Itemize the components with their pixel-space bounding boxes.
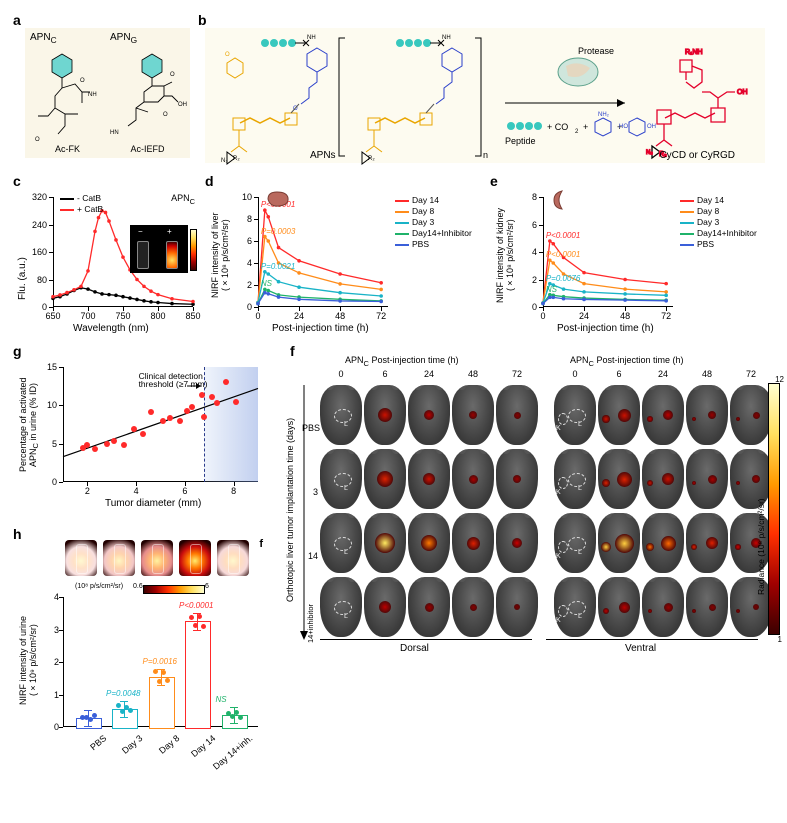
panel-label-a: a: [13, 12, 21, 28]
panel-label-b: b: [198, 12, 207, 28]
svg-text:+: +: [583, 122, 588, 132]
f-colorbar: [768, 383, 780, 635]
svg-text:OH: OH: [737, 89, 748, 96]
panel-e: 024487202468P<0.0001P<0.0001P=0.0076NS N…: [495, 185, 770, 340]
d-ylabel: NIRF intensity of liver(×10⁸ p/s/cm²/sr): [210, 200, 230, 310]
chem-struct-right: HN O OH O: [108, 46, 188, 141]
peptide-label: Peptide: [505, 136, 536, 146]
figure-root: a b c d e f g h APNC APNG O O NH HN O OH…: [10, 10, 777, 813]
svg-text:NH: NH: [442, 35, 451, 41]
svg-text:R₂: R₂: [368, 156, 375, 162]
svg-text:N₃: N₃: [646, 150, 653, 156]
apns-caption: APNs: [310, 150, 336, 161]
svg-text:O: O: [293, 106, 298, 112]
svg-text:n: n: [483, 150, 488, 160]
panel-a-left-title: APNC: [30, 32, 105, 45]
f-cb-min: 1: [778, 635, 782, 644]
h-cb-max: 6: [205, 583, 209, 590]
svg-text:HN: HN: [110, 130, 119, 136]
e-legend: Day 14 Day 8 Day 3 Day14+Inhibitor PBS: [680, 195, 757, 250]
svg-text:HO: HO: [619, 124, 628, 130]
d-legend: Day 14 Day 8 Day 3 Day14+Inhibitor PBS: [395, 195, 472, 250]
svg-text:O: O: [170, 72, 175, 78]
svg-text:+ CO: + CO: [547, 122, 568, 132]
f-row-axis: Orthotopic liver tumor implantation time…: [285, 395, 295, 625]
c-ylabel: Flu. (a.u.): [17, 210, 28, 300]
f-header-right: APNC Post-injection time (h): [570, 355, 683, 368]
svg-text:O: O: [80, 78, 85, 84]
f-cb-max: 12: [775, 375, 784, 384]
product-caption: CyCD or CyRGD: [659, 150, 735, 161]
panel-c: 650700750800850080160240320 Flu. (a.u.) …: [15, 185, 200, 340]
svg-text:O: O: [163, 112, 168, 118]
panel-b-scheme: NH O N₃ R₂ O: [205, 28, 765, 163]
f-ventral: Ventral: [625, 643, 656, 654]
e-xlabel: Post-injection time (h): [557, 323, 654, 334]
c-legend: - CatB + CatB: [60, 193, 103, 215]
d-xlabel: Post-injection time (h): [272, 323, 369, 334]
g-xlabel: Tumor diameter (mm): [105, 498, 201, 509]
panel-g: 2468051015Clinical detectionthreshold (≥…: [15, 355, 275, 520]
f-header-left: APNC Post-injection time (h): [345, 355, 458, 368]
chem-struct-left: O O NH: [30, 46, 105, 141]
g-ylabel: Percentage of activated APNC in urine (%…: [18, 360, 40, 490]
svg-text:2: 2: [575, 129, 579, 135]
c-inset: − +: [130, 225, 188, 273]
h-cb-min: 0.6: [133, 583, 143, 590]
svg-text:R₂: R₂: [233, 156, 240, 162]
svg-text:OH: OH: [178, 102, 187, 108]
h-inset-tag: f: [259, 538, 263, 550]
svg-text:NH: NH: [88, 92, 97, 98]
h-cb-unit: (10⁸ p/s/cm²/sr): [75, 583, 123, 590]
panel-f: APNC Post-injection time (h) APNC Post-i…: [290, 355, 780, 655]
f-dorsal: Dorsal: [400, 643, 429, 654]
h-ylabel: NIRF intensity of urine(×10⁹ p/s/cm²/sr): [18, 595, 38, 725]
c-xlabel: Wavelength (nm): [73, 323, 149, 334]
panel-a-left-name: Ac-FK: [30, 144, 105, 154]
e-ylabel: NIRF intensity of kidney(×10⁸ p/s/cm²/sr…: [495, 200, 515, 310]
liver-icon: [265, 189, 291, 209]
panel-d: 02448720246810P<0.0001P=0.0003P=0.0021NS…: [210, 185, 485, 340]
svg-text:OH: OH: [647, 124, 656, 130]
svg-text:R₁NH: R₁NH: [685, 49, 703, 56]
svg-text:O: O: [225, 52, 230, 58]
panel-b: NH O N₃ R₂ O: [205, 28, 765, 163]
svg-text:N₃: N₃: [221, 158, 228, 164]
h-colorbar: [143, 585, 205, 594]
kidney-icon: [550, 189, 570, 211]
c-title: APNC: [171, 193, 195, 206]
panel-a: APNC APNG O O NH HN O OH O Ac-FK Ac-IEFD: [25, 28, 190, 158]
svg-text:O: O: [35, 137, 40, 143]
svg-text:NH₂: NH₂: [598, 112, 610, 118]
f-colorbar-label: Radiance (10⁸ p/s/cm²/sr): [756, 425, 766, 595]
panel-a-right-title: APNG: [110, 32, 185, 45]
svg-text:NH: NH: [307, 35, 316, 41]
panel-h: f (10⁸ p/s/cm²/sr) 0.6 6 01234PBSDay 3P=…: [15, 535, 275, 795]
h-urine-row: [65, 540, 255, 580]
protease-label: Protease: [578, 46, 614, 56]
panel-a-right-name: Ac-IEFD: [110, 144, 185, 154]
